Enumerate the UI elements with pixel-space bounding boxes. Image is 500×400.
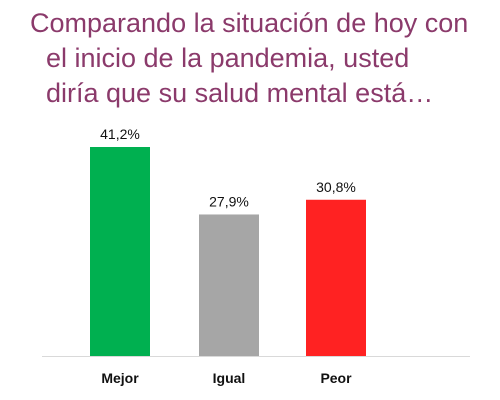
chart-title-line-1: Comparando la situación de hoy con [30,8,469,38]
chart-title: Comparando la situación de hoy con el in… [30,6,490,111]
bar-peor [306,199,366,356]
x-tick-label-mejor: Mejor [101,370,139,386]
chart-title-line-3: diría que su salud mental está… [46,78,434,108]
data-label-peor: 30,8% [316,179,356,195]
x-tick-label-peor: Peor [320,370,352,386]
data-label-igual: 27,9% [209,193,249,209]
bar-mejor [90,147,150,356]
data-label-mejor: 41,2% [100,126,140,142]
bar-igual [199,214,259,356]
x-tick-label-igual: Igual [213,370,246,386]
chart-title-line-2: el inicio de la pandemia, usted [46,43,410,73]
